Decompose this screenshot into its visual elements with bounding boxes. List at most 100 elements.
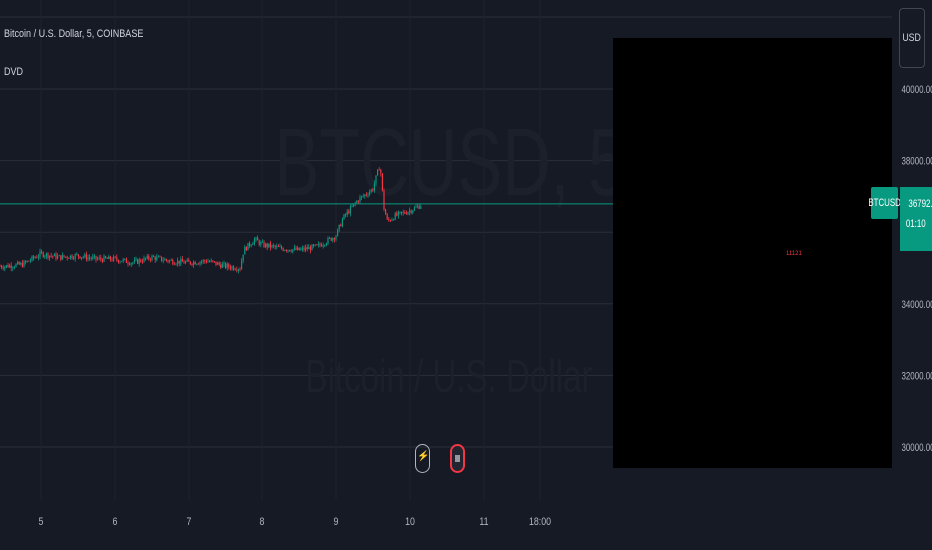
candle-body	[42, 252, 44, 257]
candle-body	[242, 254, 244, 261]
candle-body	[378, 169, 380, 171]
candle-body	[146, 255, 148, 259]
x-axis: 5 6 7 8 9 10 11 18:00	[39, 516, 552, 528]
candle-body	[117, 259, 119, 263]
currency-label: USD	[902, 32, 922, 44]
flag-event-icon[interactable]	[450, 444, 465, 473]
candle-body	[31, 256, 33, 261]
candle-body	[337, 229, 339, 237]
y-tick-label: 34000.00	[901, 299, 932, 312]
indicator-label[interactable]: DVD	[4, 66, 24, 78]
candle-body	[68, 258, 70, 259]
candle-body	[252, 243, 254, 245]
currency-button[interactable]: USD	[899, 8, 925, 68]
candle-body	[77, 254, 79, 257]
candle-body	[111, 259, 113, 261]
candle-body	[133, 260, 135, 263]
candle-body	[255, 237, 257, 240]
candle-body	[388, 219, 390, 221]
candle-body	[76, 254, 78, 256]
candle-body	[169, 260, 171, 262]
candle-body	[39, 251, 41, 257]
candle-body	[257, 237, 259, 241]
candle-body	[349, 206, 351, 214]
candle-body	[36, 257, 38, 259]
candle-body	[314, 244, 316, 246]
candle-body	[293, 247, 295, 250]
candle-body	[58, 255, 60, 257]
candle-body	[106, 258, 108, 259]
candle-body	[37, 256, 39, 258]
candle-body	[305, 247, 307, 250]
candle-body	[100, 257, 102, 260]
candle-body	[135, 259, 137, 261]
candle-body	[63, 255, 65, 257]
candle-body	[29, 260, 31, 262]
candle-body	[359, 197, 361, 202]
candle-body	[317, 243, 319, 245]
lightning-event-icon[interactable]	[415, 444, 430, 473]
candle-body	[15, 264, 17, 267]
candle-body	[34, 257, 36, 259]
candle-body	[116, 257, 118, 260]
candle-body	[85, 254, 87, 260]
candle-body	[65, 256, 67, 258]
candle-body	[380, 169, 382, 174]
candle-body	[125, 258, 127, 263]
candle-body	[329, 237, 331, 239]
candle-body	[148, 255, 150, 260]
candle-body	[12, 267, 14, 269]
candle-body	[353, 203, 355, 207]
candle-body	[41, 251, 43, 253]
candle-body	[351, 206, 353, 207]
candle-body	[10, 265, 12, 269]
candle-body	[404, 211, 406, 214]
candle-body	[381, 173, 383, 191]
candle-body	[98, 257, 100, 259]
candle-body	[407, 212, 409, 215]
candle-body	[199, 262, 201, 264]
candle-body	[162, 260, 164, 262]
candle-body	[409, 210, 411, 213]
candle-body	[215, 261, 217, 265]
candle-body	[71, 255, 73, 259]
candle-body	[335, 236, 337, 240]
candle-body	[193, 261, 195, 265]
candle-body	[185, 261, 187, 264]
candle-body	[321, 245, 323, 247]
candle-body	[210, 260, 212, 262]
candle-body	[402, 211, 404, 213]
price-tag-symbol: BTCUSD	[868, 197, 901, 209]
candle-body	[33, 256, 35, 259]
symbol-title[interactable]: Bitcoin / U.S. Dollar, 5, COINBASE	[4, 28, 144, 40]
candle-body	[93, 255, 95, 257]
candle-body	[345, 214, 347, 216]
candle-body	[327, 238, 329, 244]
candle-body	[362, 196, 364, 197]
y-axis: 30000.0032000.0034000.0036000.0038000.00…	[901, 84, 932, 455]
candle-body	[145, 257, 147, 259]
overlay-box: 11121	[613, 38, 892, 468]
candle-body	[319, 243, 321, 246]
candle-body	[26, 260, 28, 263]
candle-body	[397, 211, 399, 216]
candle-body	[281, 246, 283, 249]
candle-body	[367, 194, 369, 196]
overlay-label: 11121	[786, 251, 802, 257]
candle-body	[295, 247, 297, 250]
candle-body	[18, 262, 20, 265]
candle-body	[149, 259, 151, 260]
candle-body	[340, 224, 342, 227]
candle-body	[284, 250, 286, 251]
candle-body	[279, 246, 281, 248]
candle-body	[287, 249, 289, 251]
candle-body	[50, 255, 52, 257]
candle-body	[223, 263, 225, 265]
x-tick-label: 7	[187, 516, 192, 528]
candle-body	[49, 255, 51, 258]
candle-body	[316, 244, 318, 246]
y-tick-label: 30000.00	[901, 442, 932, 455]
candle-body	[253, 239, 255, 244]
candle-body	[273, 245, 275, 246]
